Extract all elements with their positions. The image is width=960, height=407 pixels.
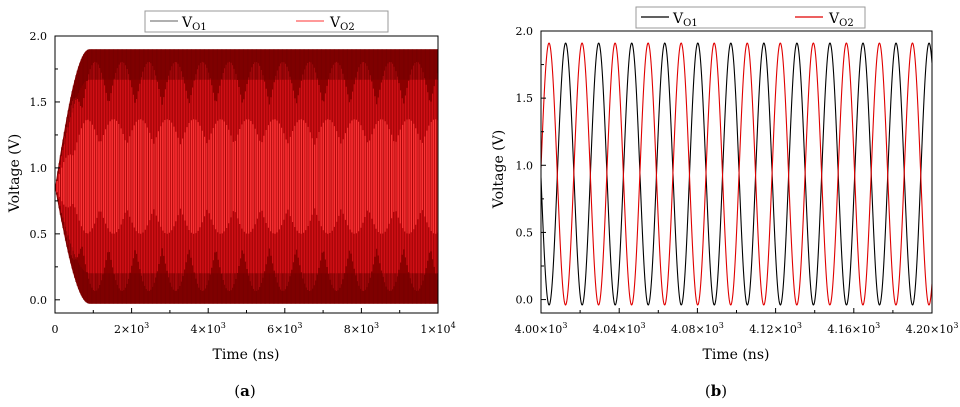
panel-b-y-tick-label: 0.5	[516, 226, 534, 239]
panel-a-y-tick-label: 0.5	[30, 228, 48, 241]
panel-b-legend-label-vo2: VO2	[828, 11, 854, 29]
panel-b-plot-area	[541, 42, 932, 306]
panel-a: 0 2×103 4×103 6×103 8×103 1×104 0.0 0.5 1.0 1.5 2…	[7, 10, 456, 400]
panel-a-x-tick-label: 0	[52, 323, 59, 336]
panel-a-x-tick-label: 6×103	[267, 321, 302, 336]
panel-a-y-tick-label: 1.5	[30, 96, 48, 109]
panel-a-legend-box	[144, 10, 389, 33]
panel-b-x-tick-label: 4.16×103	[827, 321, 880, 336]
panel-b-axes-frame	[540, 30, 933, 314]
panel-b-x-tick-label: 4.12×103	[749, 321, 802, 336]
panel-a-y-axis-label: Voltage (V)	[7, 134, 23, 213]
panel-b-legend-box	[635, 6, 866, 29]
panel-a-x-ticks: 0 2×103 4×103 6×103 8×103 1×104	[52, 308, 456, 336]
panel-a-x-tick-label: 1×104	[420, 321, 455, 336]
panel-b-x-axis-label: Time (ns)	[703, 347, 770, 363]
panel-b-x-ticks: 4.00×103 4.04×103 4.08×103 4.12×103 4.16×103…	[515, 308, 959, 336]
panel-a-x-tick-label: 2×103	[114, 321, 149, 336]
panel-b-y-tick-label: 2.0	[516, 25, 534, 38]
panel-a-y-tick-label: 1.0	[30, 162, 48, 175]
panel-b-x-tick-label: 4.04×103	[593, 321, 646, 336]
panel-b-series-o2-line	[541, 42, 932, 306]
panel-a-y-ticks: 0.0 0.5 1.0 1.5 2.0	[30, 30, 60, 307]
panel-a-x-tick-label: 4×103	[191, 321, 226, 336]
panel-b-legend: VO1 VO2	[635, 6, 866, 29]
panel-b-x-tick-label: 4.00×103	[515, 321, 568, 336]
panel-a-legend: VO1 VO2	[144, 10, 389, 33]
panel-a-series-vo1-edge	[55, 49, 438, 304]
panel-a-legend-label-vo2: VO2	[329, 15, 355, 33]
panel-a-label: (a)	[234, 382, 255, 400]
panel-b-x-tick-label: 4.20×103	[906, 321, 959, 336]
panel-b-y-tick-label: 0.0	[516, 294, 534, 307]
panel-a-y-tick-label: 0.0	[30, 294, 48, 307]
panel-a-plot-area	[55, 49, 438, 304]
panel-a-series-vo2-core	[56, 119, 438, 234]
panel-a-x-tick-label: 8×103	[344, 321, 379, 336]
panel-b-legend-label-vo1: VO1	[672, 11, 698, 29]
panel-b-x-tick-label: 4.08×103	[671, 321, 724, 336]
panel-a-legend-label-vo1: VO1	[181, 15, 207, 33]
panel-b-y-tick-label: 1.5	[516, 92, 534, 105]
panel-a-series-vo2-trace	[56, 61, 438, 291]
panel-b-y-tick-label: 1.0	[516, 159, 534, 172]
panel-b-series-o1-line	[541, 42, 932, 306]
panel-a-y-tick-label: 2.0	[30, 30, 48, 43]
panel-b-label: (b)	[705, 382, 727, 400]
panel-b: 4.00×103 4.04×103 4.08×103 4.12×103 4.16×103…	[491, 6, 959, 400]
panel-b-y-ticks: 0.0 0.5 1.0 1.5 2.0	[516, 25, 546, 307]
panel-a-x-axis-label: Time (ns)	[213, 347, 280, 363]
panel-b-y-axis-label: Voltage (V)	[491, 130, 507, 209]
